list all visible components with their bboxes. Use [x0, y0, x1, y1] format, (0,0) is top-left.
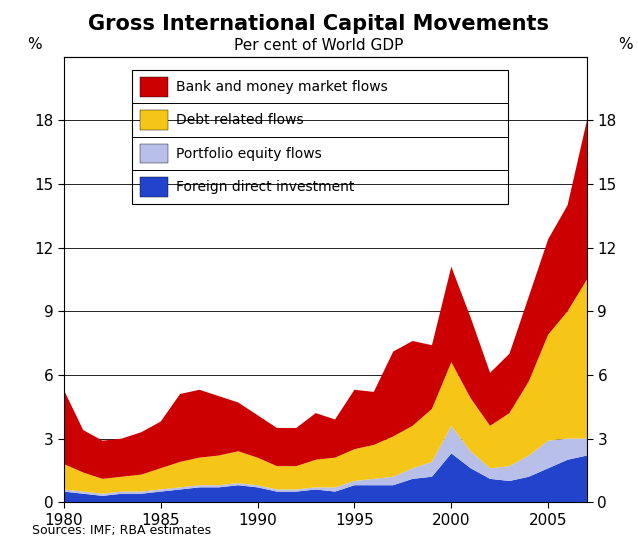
Bar [140, 144, 168, 164]
Text: %: % [618, 37, 633, 52]
Text: Bank and money market flows: Bank and money market flows [176, 80, 388, 94]
Bar [140, 77, 168, 97]
Text: %: % [27, 37, 42, 52]
Text: Sources: IMF; RBA estimates: Sources: IMF; RBA estimates [32, 524, 211, 537]
Bar [140, 110, 168, 130]
Bar [140, 177, 168, 197]
Text: Portfolio equity flows: Portfolio equity flows [176, 146, 322, 160]
Text: Foreign direct investment: Foreign direct investment [176, 180, 355, 194]
Text: Debt related flows: Debt related flows [176, 113, 304, 127]
Text: Gross International Capital Movements: Gross International Capital Movements [89, 14, 549, 33]
Bar [132, 70, 508, 204]
Text: Per cent of World GDP: Per cent of World GDP [234, 38, 404, 53]
